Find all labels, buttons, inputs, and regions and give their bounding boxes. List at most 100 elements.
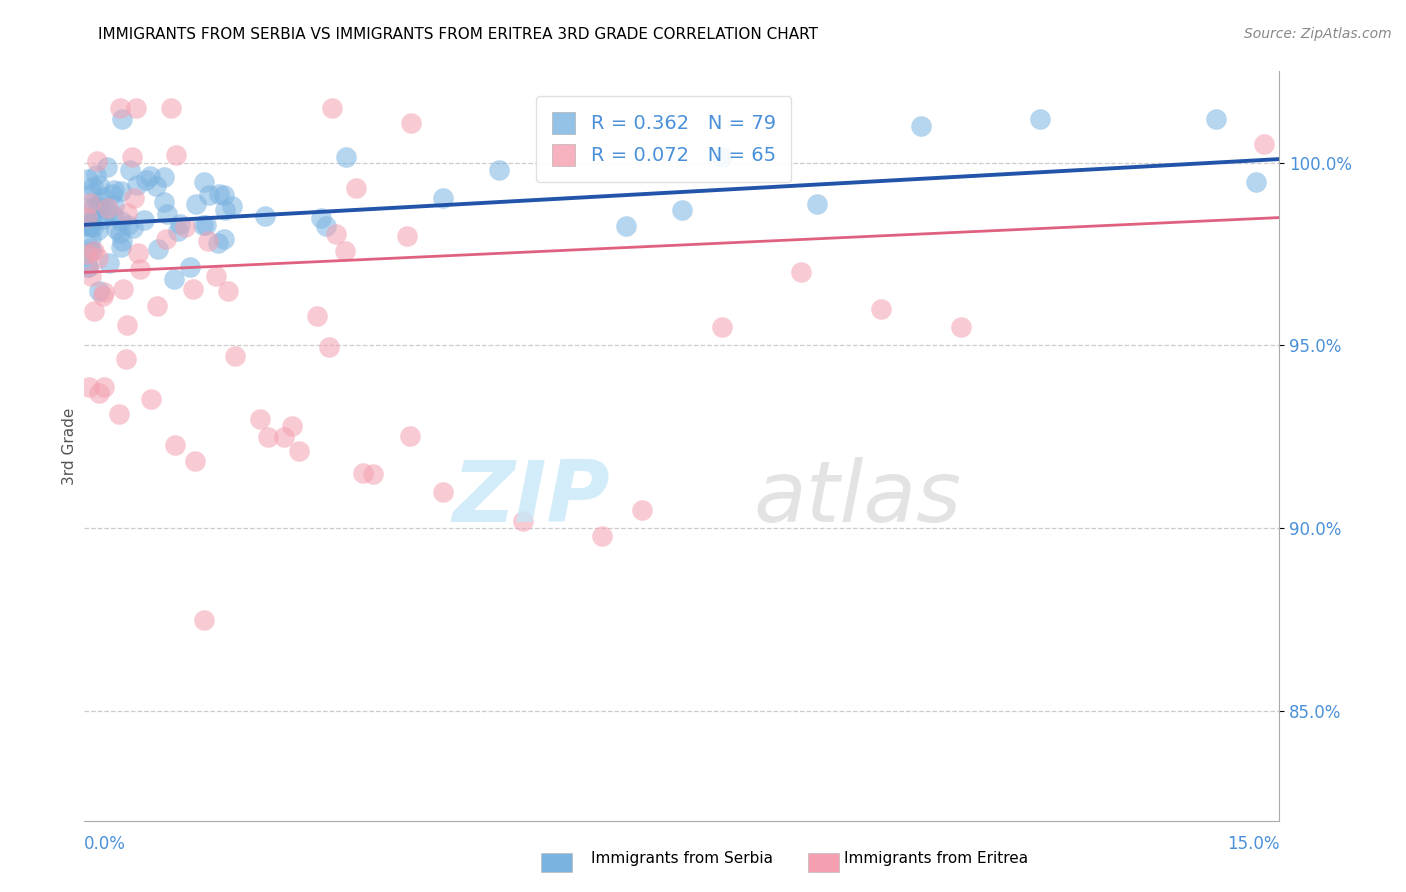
Point: [132, 212, 155, 227]
Point: [82, 244, 104, 259]
Point: [77, 379, 100, 393]
Point: [165, 148, 187, 162]
Point: [432, 484, 454, 499]
Point: [217, 284, 239, 298]
Point: [221, 199, 243, 213]
Point: [671, 203, 693, 218]
Y-axis label: 3rd Grade: 3rd Grade: [62, 408, 77, 484]
Point: [352, 467, 374, 481]
Point: [82, 219, 104, 234]
Point: [83, 244, 105, 258]
Point: [117, 218, 139, 232]
Legend: R = 0.362   N = 79, R = 0.072   N = 65: R = 0.362 N = 79, R = 0.072 N = 65: [536, 96, 792, 182]
Point: [93, 285, 115, 299]
Point: [710, 320, 733, 334]
Point: [344, 180, 367, 194]
Point: [87, 223, 110, 237]
Point: [806, 196, 828, 211]
Point: [512, 514, 534, 528]
Point: [181, 282, 204, 296]
Text: atlas: atlas: [754, 457, 962, 540]
Point: [361, 467, 384, 481]
Point: [432, 191, 454, 205]
Point: [91, 190, 114, 204]
Point: [91, 289, 114, 303]
Point: [80, 230, 103, 244]
Point: [309, 211, 332, 226]
Point: [197, 188, 219, 202]
Point: [169, 218, 191, 232]
Point: [145, 299, 167, 313]
Point: [108, 226, 131, 240]
Point: [153, 194, 176, 209]
Point: [256, 430, 278, 444]
Point: [224, 349, 246, 363]
Point: [77, 260, 100, 274]
Point: [288, 444, 311, 458]
Point: [325, 227, 347, 241]
Point: [212, 232, 235, 246]
Text: 0.0%: 0.0%: [84, 835, 127, 854]
Point: [80, 186, 103, 200]
Point: [87, 199, 110, 213]
Point: [76, 210, 98, 224]
Point: [146, 242, 169, 256]
Point: [110, 101, 132, 115]
Point: [207, 235, 229, 250]
Point: [214, 202, 236, 217]
Point: [77, 219, 100, 233]
Point: [127, 246, 149, 260]
Point: [86, 153, 108, 168]
Text: Immigrants from Serbia: Immigrants from Serbia: [591, 851, 772, 865]
Point: [97, 201, 120, 215]
Point: [76, 247, 98, 261]
Point: [159, 101, 181, 115]
Point: [83, 304, 105, 318]
Point: [84, 168, 107, 182]
Point: [253, 209, 276, 223]
Point: [80, 217, 103, 231]
Point: [103, 183, 125, 197]
Point: [87, 386, 110, 401]
Point: [115, 206, 138, 220]
Text: Immigrants from Eritrea: Immigrants from Eritrea: [844, 851, 1028, 865]
Point: [1205, 112, 1227, 126]
Point: [315, 219, 337, 233]
Point: [79, 196, 101, 211]
Point: [110, 214, 132, 228]
Point: [77, 260, 100, 274]
Point: [280, 418, 302, 433]
Point: [399, 428, 422, 442]
Point: [183, 454, 205, 468]
Point: [82, 180, 104, 194]
Point: [614, 219, 637, 233]
Point: [949, 320, 972, 334]
Text: IMMIGRANTS FROM SERBIA VS IMMIGRANTS FROM ERITREA 3RD GRADE CORRELATION CHART: IMMIGRANTS FROM SERBIA VS IMMIGRANTS FRO…: [98, 27, 818, 42]
Point: [273, 430, 295, 444]
Point: [91, 211, 114, 226]
Point: [77, 217, 100, 231]
Point: [121, 150, 143, 164]
Point: [101, 208, 124, 222]
Point: [335, 150, 357, 164]
Point: [191, 218, 214, 232]
Point: [110, 184, 132, 198]
Point: [205, 268, 228, 283]
Point: [193, 613, 215, 627]
Point: [89, 284, 111, 298]
Point: [93, 379, 115, 393]
Point: [193, 175, 215, 189]
Point: [83, 200, 105, 214]
Point: [96, 160, 118, 174]
Point: [111, 235, 134, 249]
Point: [321, 101, 343, 115]
Point: [165, 438, 187, 452]
Point: [212, 188, 235, 202]
Point: [488, 162, 510, 177]
Point: [197, 234, 219, 248]
Point: [163, 272, 186, 286]
Point: [125, 101, 148, 115]
Point: [122, 191, 145, 205]
Point: [591, 528, 613, 542]
Point: [399, 116, 422, 130]
